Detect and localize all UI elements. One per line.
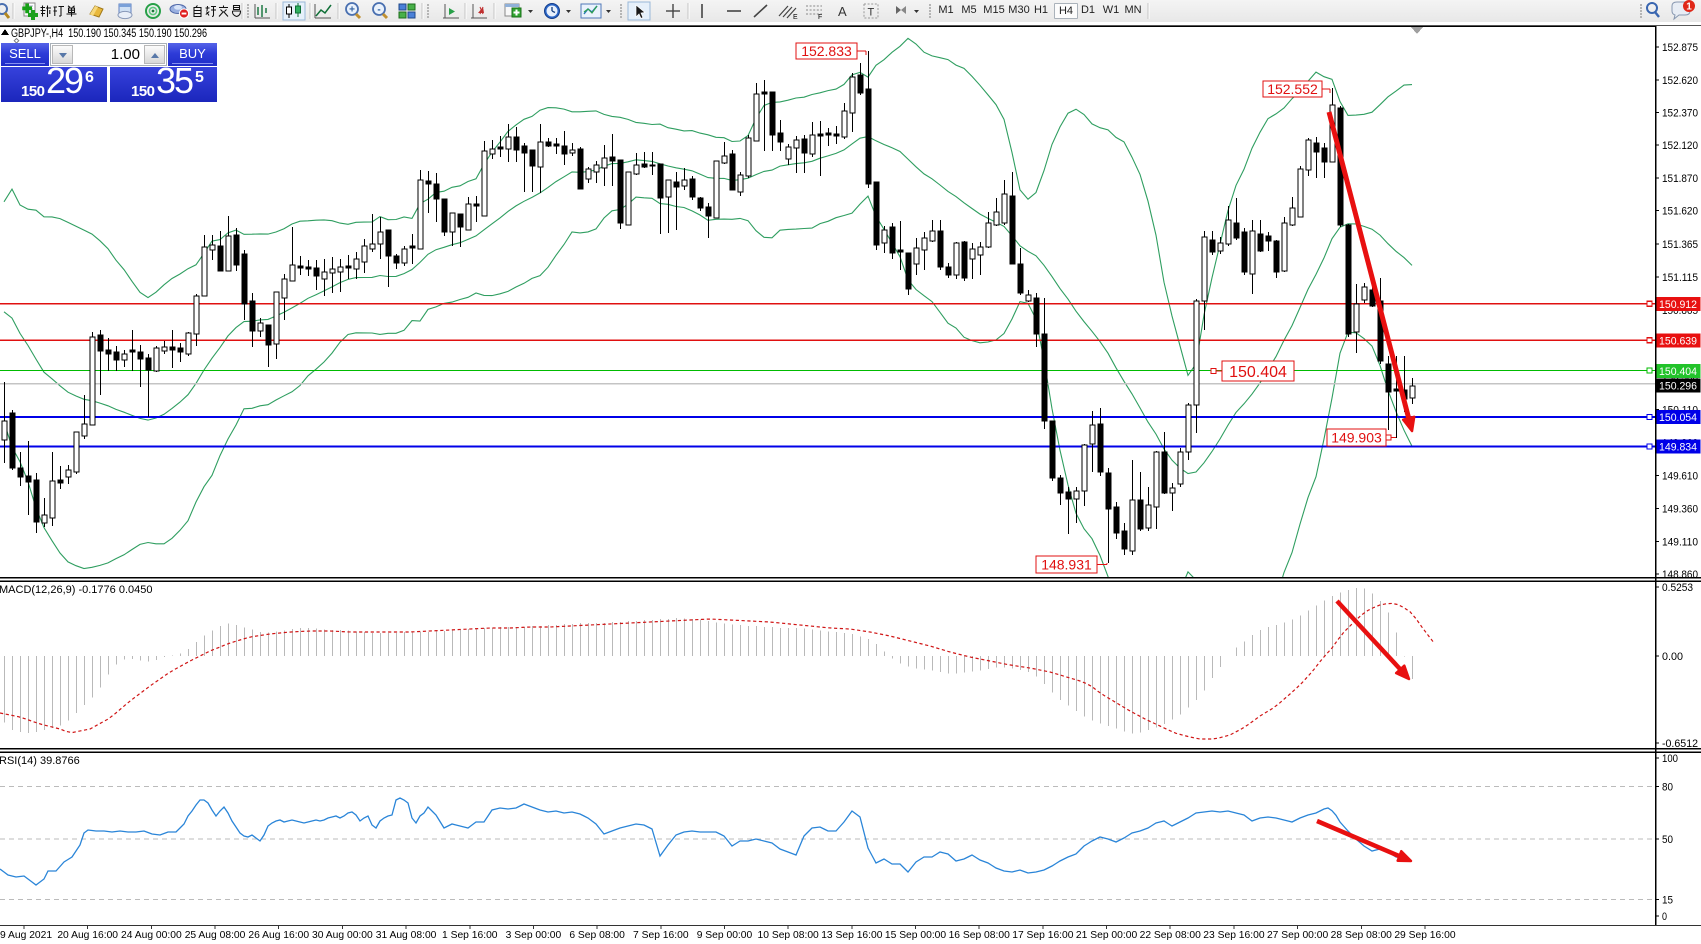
svg-text:0.00: 0.00 [1662,651,1683,663]
svg-text:150.404: 150.404 [1229,364,1287,381]
svg-text:151.620: 151.620 [1662,206,1698,218]
svg-text:10 Sep 08:00: 10 Sep 08:00 [758,930,820,941]
svg-text:7 Sep 16:00: 7 Sep 16:00 [633,930,689,941]
svg-text:RSI(14) 39.8766: RSI(14) 39.8766 [0,755,80,767]
svg-text:F: F [818,14,822,21]
svg-text:149.360: 149.360 [1662,503,1698,515]
svg-text:150.404: 150.404 [1659,366,1697,378]
svg-text:151.870: 151.870 [1662,173,1698,185]
svg-text:148.860: 148.860 [1662,569,1698,581]
svg-text:GBPJPY-,H4 150.190 150.345 15: GBPJPY-,H4 150.190 150.345 150.190 150.2… [11,28,207,40]
svg-text:0: 0 [1662,911,1667,923]
svg-text:152.552: 152.552 [1267,81,1318,97]
svg-text:30 Aug 00:00: 30 Aug 00:00 [312,930,373,941]
svg-text:152.620: 152.620 [1662,75,1698,87]
svg-text:100: 100 [1662,753,1678,765]
svg-text:3 Sep 00:00: 3 Sep 00:00 [506,930,562,941]
svg-text:15: 15 [1662,895,1673,907]
svg-text:21 Sep 00:00: 21 Sep 00:00 [1076,930,1138,941]
svg-text:150.054: 150.054 [1659,412,1697,424]
svg-text:17 Sep 16:00: 17 Sep 16:00 [1012,930,1074,941]
svg-text:151.115: 151.115 [1662,272,1698,284]
svg-text:MACD(12,26,9) -0.1776 0.0450: MACD(12,26,9) -0.1776 0.0450 [0,584,152,596]
svg-text:27 Sep 00:00: 27 Sep 00:00 [1267,930,1329,941]
svg-text:-: - [377,5,380,16]
svg-text:20 Aug 16:00: 20 Aug 16:00 [57,930,118,941]
svg-text:25 Aug 08:00: 25 Aug 08:00 [185,930,246,941]
svg-text:1: 1 [1686,2,1692,13]
svg-text:A: A [838,4,847,19]
svg-text:149.834: 149.834 [1659,441,1697,453]
svg-text:9 Sep 00:00: 9 Sep 00:00 [697,930,753,941]
svg-text:150.296: 150.296 [1659,380,1697,392]
svg-text:149.610: 149.610 [1662,471,1698,483]
svg-text:50: 50 [1662,834,1673,846]
svg-text:148.931: 148.931 [1041,557,1092,573]
svg-text:152.120: 152.120 [1662,140,1698,152]
svg-text:29 Sep 16:00: 29 Sep 16:00 [1394,930,1456,941]
svg-text:152.875: 152.875 [1662,42,1698,54]
svg-text:23 Sep 16:00: 23 Sep 16:00 [1203,930,1265,941]
svg-text:151.365: 151.365 [1662,239,1698,251]
svg-text:150.639: 150.639 [1659,335,1697,347]
svg-text:16 Sep 08:00: 16 Sep 08:00 [949,930,1011,941]
svg-text:152.833: 152.833 [801,43,852,59]
svg-text:-0.6512: -0.6512 [1662,738,1698,750]
svg-text:6 Sep 08:00: 6 Sep 08:00 [569,930,625,941]
svg-text:9 Aug 2021: 9 Aug 2021 [0,930,52,941]
svg-text:28 Sep 08:00: 28 Sep 08:00 [1331,930,1393,941]
svg-text:26 Aug 16:00: 26 Aug 16:00 [248,930,309,941]
svg-text:80: 80 [1662,781,1673,793]
svg-text:149.110: 149.110 [1662,536,1698,548]
svg-text:13 Sep 16:00: 13 Sep 16:00 [821,930,883,941]
svg-text:22 Sep 08:00: 22 Sep 08:00 [1140,930,1202,941]
svg-text:1 Sep 16:00: 1 Sep 16:00 [442,930,498,941]
svg-text:15 Sep 00:00: 15 Sep 00:00 [885,930,947,941]
svg-text:149.903: 149.903 [1331,430,1382,446]
svg-text:31 Aug 08:00: 31 Aug 08:00 [376,930,437,941]
svg-text:152.370: 152.370 [1662,107,1698,119]
svg-text:E: E [793,14,798,21]
svg-text:0.5253: 0.5253 [1662,582,1693,594]
svg-text:T: T [868,7,875,19]
svg-text:150.912: 150.912 [1659,299,1697,311]
svg-text:24 Aug 00:00: 24 Aug 00:00 [121,930,182,941]
svg-text:+: + [349,5,355,16]
